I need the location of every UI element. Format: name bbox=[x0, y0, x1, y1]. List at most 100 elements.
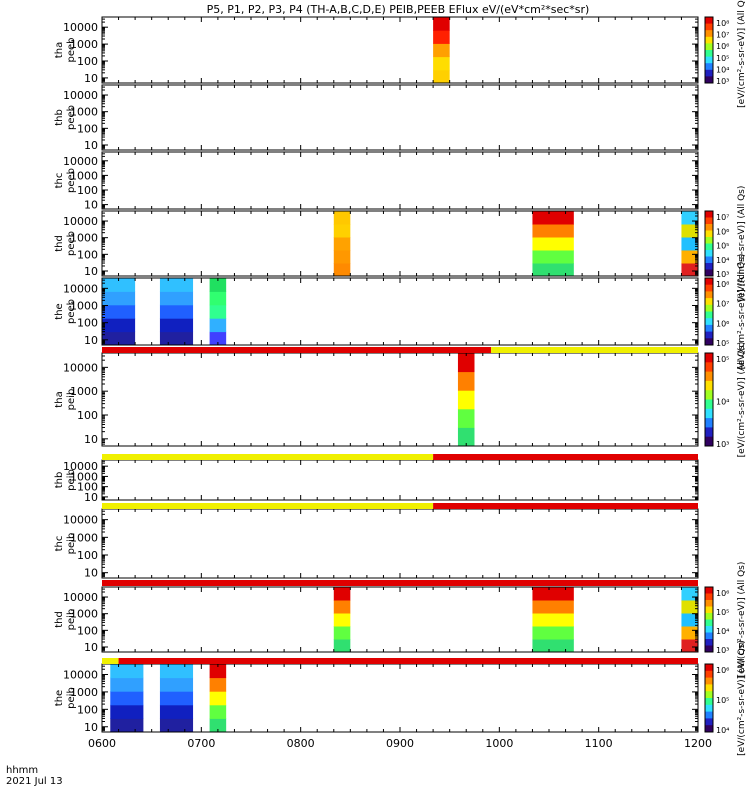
panel-species-label: peib bbox=[66, 609, 77, 631]
colorbar-tick-label: 10⁵ bbox=[716, 608, 729, 617]
burst-1-band-0 bbox=[532, 263, 574, 277]
y-tick-label: 10000 bbox=[63, 591, 98, 604]
panel-probe-label: tha bbox=[54, 391, 65, 407]
burst-2-band-3 bbox=[681, 600, 698, 614]
burst-1-band-4 bbox=[532, 587, 574, 601]
colorbar-swatch bbox=[705, 390, 713, 400]
burst-0-band-0 bbox=[333, 639, 351, 653]
colorbar-swatch bbox=[705, 353, 713, 363]
colorbar-swatch bbox=[705, 237, 713, 244]
colorbar-tick-label: 10³ bbox=[716, 77, 729, 86]
y-tick-label: 100 bbox=[77, 624, 98, 637]
colorbar-swatch bbox=[705, 698, 713, 706]
burst-0-band-2 bbox=[457, 390, 475, 410]
colorbar-3: 10⁵ 10⁴ 10³ [eV/(cm²-s-sr-eV)] (All Qs) bbox=[704, 342, 747, 458]
colorbar-label: [eV/(cm²-s-sr-eV)] (All Qs) bbox=[737, 342, 747, 458]
colorbar-tick-label: 10⁷ bbox=[716, 31, 729, 40]
colorbars-group: 10⁸ 10⁷ 10⁶ 10⁵ 10⁴ 10³ [eV/(cm²-s-sr-eV)] (Al… bbox=[704, 0, 747, 756]
y-tick-label: 10 bbox=[84, 641, 98, 654]
burst-1-band-3 bbox=[532, 224, 574, 238]
panel-probe-label: thc bbox=[54, 536, 65, 552]
colorbar-swatch bbox=[705, 670, 713, 679]
panel-frame bbox=[101, 586, 699, 653]
mode-bar-0-segment-1 bbox=[491, 347, 698, 353]
panel-thb-peeb: 10 100 1000 10000 thb peeb bbox=[54, 84, 699, 152]
burst-1-band-1 bbox=[532, 250, 574, 264]
panel-thc-peib: 10 100 1000 10000 thc peib bbox=[54, 508, 699, 580]
burst-1-band-2 bbox=[532, 613, 574, 627]
mode-bar-4-segment-1 bbox=[118, 658, 699, 664]
colorbar-swatch bbox=[705, 224, 713, 231]
burst-0-band-1 bbox=[110, 704, 144, 719]
panel-probe-label: the bbox=[54, 303, 65, 319]
burst-1-band-2 bbox=[159, 691, 194, 706]
colorbar-swatch bbox=[705, 30, 713, 38]
burst-0-band-1 bbox=[433, 56, 450, 71]
colorbar-frame bbox=[704, 586, 714, 653]
colorbar-swatch bbox=[705, 684, 713, 692]
panel-probe-label: thb bbox=[54, 472, 65, 489]
colorbar-swatch bbox=[705, 318, 713, 326]
colorbar-1: 10⁷ 10⁶ 10⁵ 10⁴ 10³ [eV/(cm²-s-sr-eV)] (All Q… bbox=[704, 186, 747, 301]
colorbar-swatch bbox=[705, 691, 713, 699]
colorbar-swatch bbox=[705, 626, 713, 633]
mode-bar-0-segment-0 bbox=[102, 347, 492, 353]
y-tick-label: 10000 bbox=[63, 282, 98, 295]
x-tick-label: 0800 bbox=[287, 737, 315, 750]
burst-0-band-1 bbox=[457, 408, 475, 428]
burst-2-band-0 bbox=[681, 639, 698, 653]
colorbar-swatch bbox=[705, 311, 713, 319]
panel-species-label: peib bbox=[66, 533, 77, 555]
colorbar-swatch bbox=[705, 632, 713, 640]
colorbar-swatch bbox=[705, 76, 713, 84]
colorbar-swatch bbox=[705, 217, 713, 225]
burst-0-band-0 bbox=[102, 331, 136, 346]
colorbar-label: [eV/(cm²-s-sr-eV)] (All Qs) bbox=[737, 254, 747, 370]
y-tick-label: 10000 bbox=[63, 361, 98, 374]
burst-0-band-3 bbox=[333, 600, 351, 614]
burst-1-band-0 bbox=[532, 639, 574, 653]
burst-1-band-1 bbox=[532, 626, 574, 640]
burst-0-band-1 bbox=[333, 250, 351, 264]
panel-species-label: peeb bbox=[66, 231, 77, 256]
colorbar-frame bbox=[704, 277, 714, 346]
panel-frame bbox=[101, 210, 699, 277]
panel-frame bbox=[101, 508, 699, 579]
colorbar-4: 10⁶ 10⁵ 10⁴ 10³ [eV/(cm²-s-sr-eV)] (All Qs) bbox=[704, 562, 747, 677]
colorbar-frame bbox=[704, 16, 714, 84]
colorbar-swatch bbox=[705, 593, 713, 601]
burst-2-band-1 bbox=[681, 250, 698, 264]
colorbar-swatch bbox=[705, 50, 713, 58]
panel-the-peeb: 10 100 1000 10000 the peeb bbox=[54, 277, 699, 347]
y-tick-label: 10 bbox=[84, 334, 98, 347]
colorbar-tick-label: 10⁵ bbox=[716, 54, 729, 63]
y-tick-label: 100 bbox=[77, 549, 98, 562]
panel-species-label: peib bbox=[66, 469, 77, 491]
panel-frame bbox=[101, 459, 699, 501]
colorbar-swatch bbox=[705, 408, 713, 419]
panel-frame bbox=[101, 151, 699, 210]
colorbar-swatch bbox=[705, 250, 713, 257]
colorbar-tick-label: 10⁴ bbox=[716, 398, 729, 407]
colorbar-tick-label: 10³ bbox=[716, 440, 729, 449]
burst-0-band-4 bbox=[433, 17, 450, 31]
colorbar-swatch bbox=[705, 677, 713, 685]
panel-frame bbox=[101, 84, 699, 151]
y-tick-label: 1000 bbox=[70, 686, 98, 699]
burst-1-band-3 bbox=[159, 291, 194, 306]
chart-title: P5, P1, P2, P3, P4 (TH-A,B,C,D,E) PEIB,P… bbox=[207, 3, 590, 16]
colorbar-swatch bbox=[705, 56, 713, 64]
y-tick-label: 100 bbox=[77, 317, 98, 330]
colorbar-swatch bbox=[705, 331, 713, 339]
colorbar-swatch bbox=[705, 587, 713, 594]
colorbar-swatch bbox=[705, 23, 713, 31]
y-tick-label: 10 bbox=[84, 567, 98, 580]
burst-1-band-4 bbox=[532, 211, 574, 225]
panel-frame bbox=[101, 16, 699, 84]
burst-1-band-3 bbox=[159, 677, 194, 692]
colorbar-swatch bbox=[705, 664, 713, 672]
mode-bar-1-segment-1 bbox=[433, 454, 698, 460]
panel-species-label: peeb bbox=[66, 38, 77, 63]
y-tick-label: 1000 bbox=[70, 608, 98, 621]
